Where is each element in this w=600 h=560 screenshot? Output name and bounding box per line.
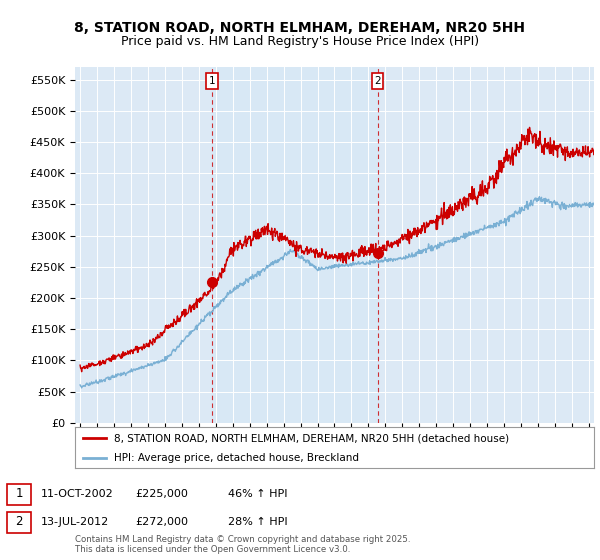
Text: 46% ↑ HPI: 46% ↑ HPI	[228, 489, 287, 499]
Text: 28% ↑ HPI: 28% ↑ HPI	[228, 517, 287, 527]
Text: £272,000: £272,000	[135, 517, 188, 527]
Text: 2: 2	[16, 515, 23, 529]
Text: 1: 1	[209, 76, 215, 86]
Text: 11-OCT-2002: 11-OCT-2002	[41, 489, 113, 499]
Bar	[212, 67, 377, 423]
Text: Price paid vs. HM Land Registry's House Price Index (HPI): Price paid vs. HM Land Registry's House …	[121, 35, 479, 48]
Text: 13-JUL-2012: 13-JUL-2012	[41, 517, 109, 527]
Text: HPI: Average price, detached house, Breckland: HPI: Average price, detached house, Brec…	[114, 452, 359, 463]
Text: 1: 1	[16, 487, 23, 501]
Text: 8, STATION ROAD, NORTH ELMHAM, DEREHAM, NR20 5HH (detached house): 8, STATION ROAD, NORTH ELMHAM, DEREHAM, …	[114, 433, 509, 443]
Text: £225,000: £225,000	[135, 489, 188, 499]
Text: 8, STATION ROAD, NORTH ELMHAM, DEREHAM, NR20 5HH: 8, STATION ROAD, NORTH ELMHAM, DEREHAM, …	[74, 21, 526, 35]
Text: 2: 2	[374, 76, 381, 86]
Text: Contains HM Land Registry data © Crown copyright and database right 2025.
This d: Contains HM Land Registry data © Crown c…	[75, 535, 410, 554]
